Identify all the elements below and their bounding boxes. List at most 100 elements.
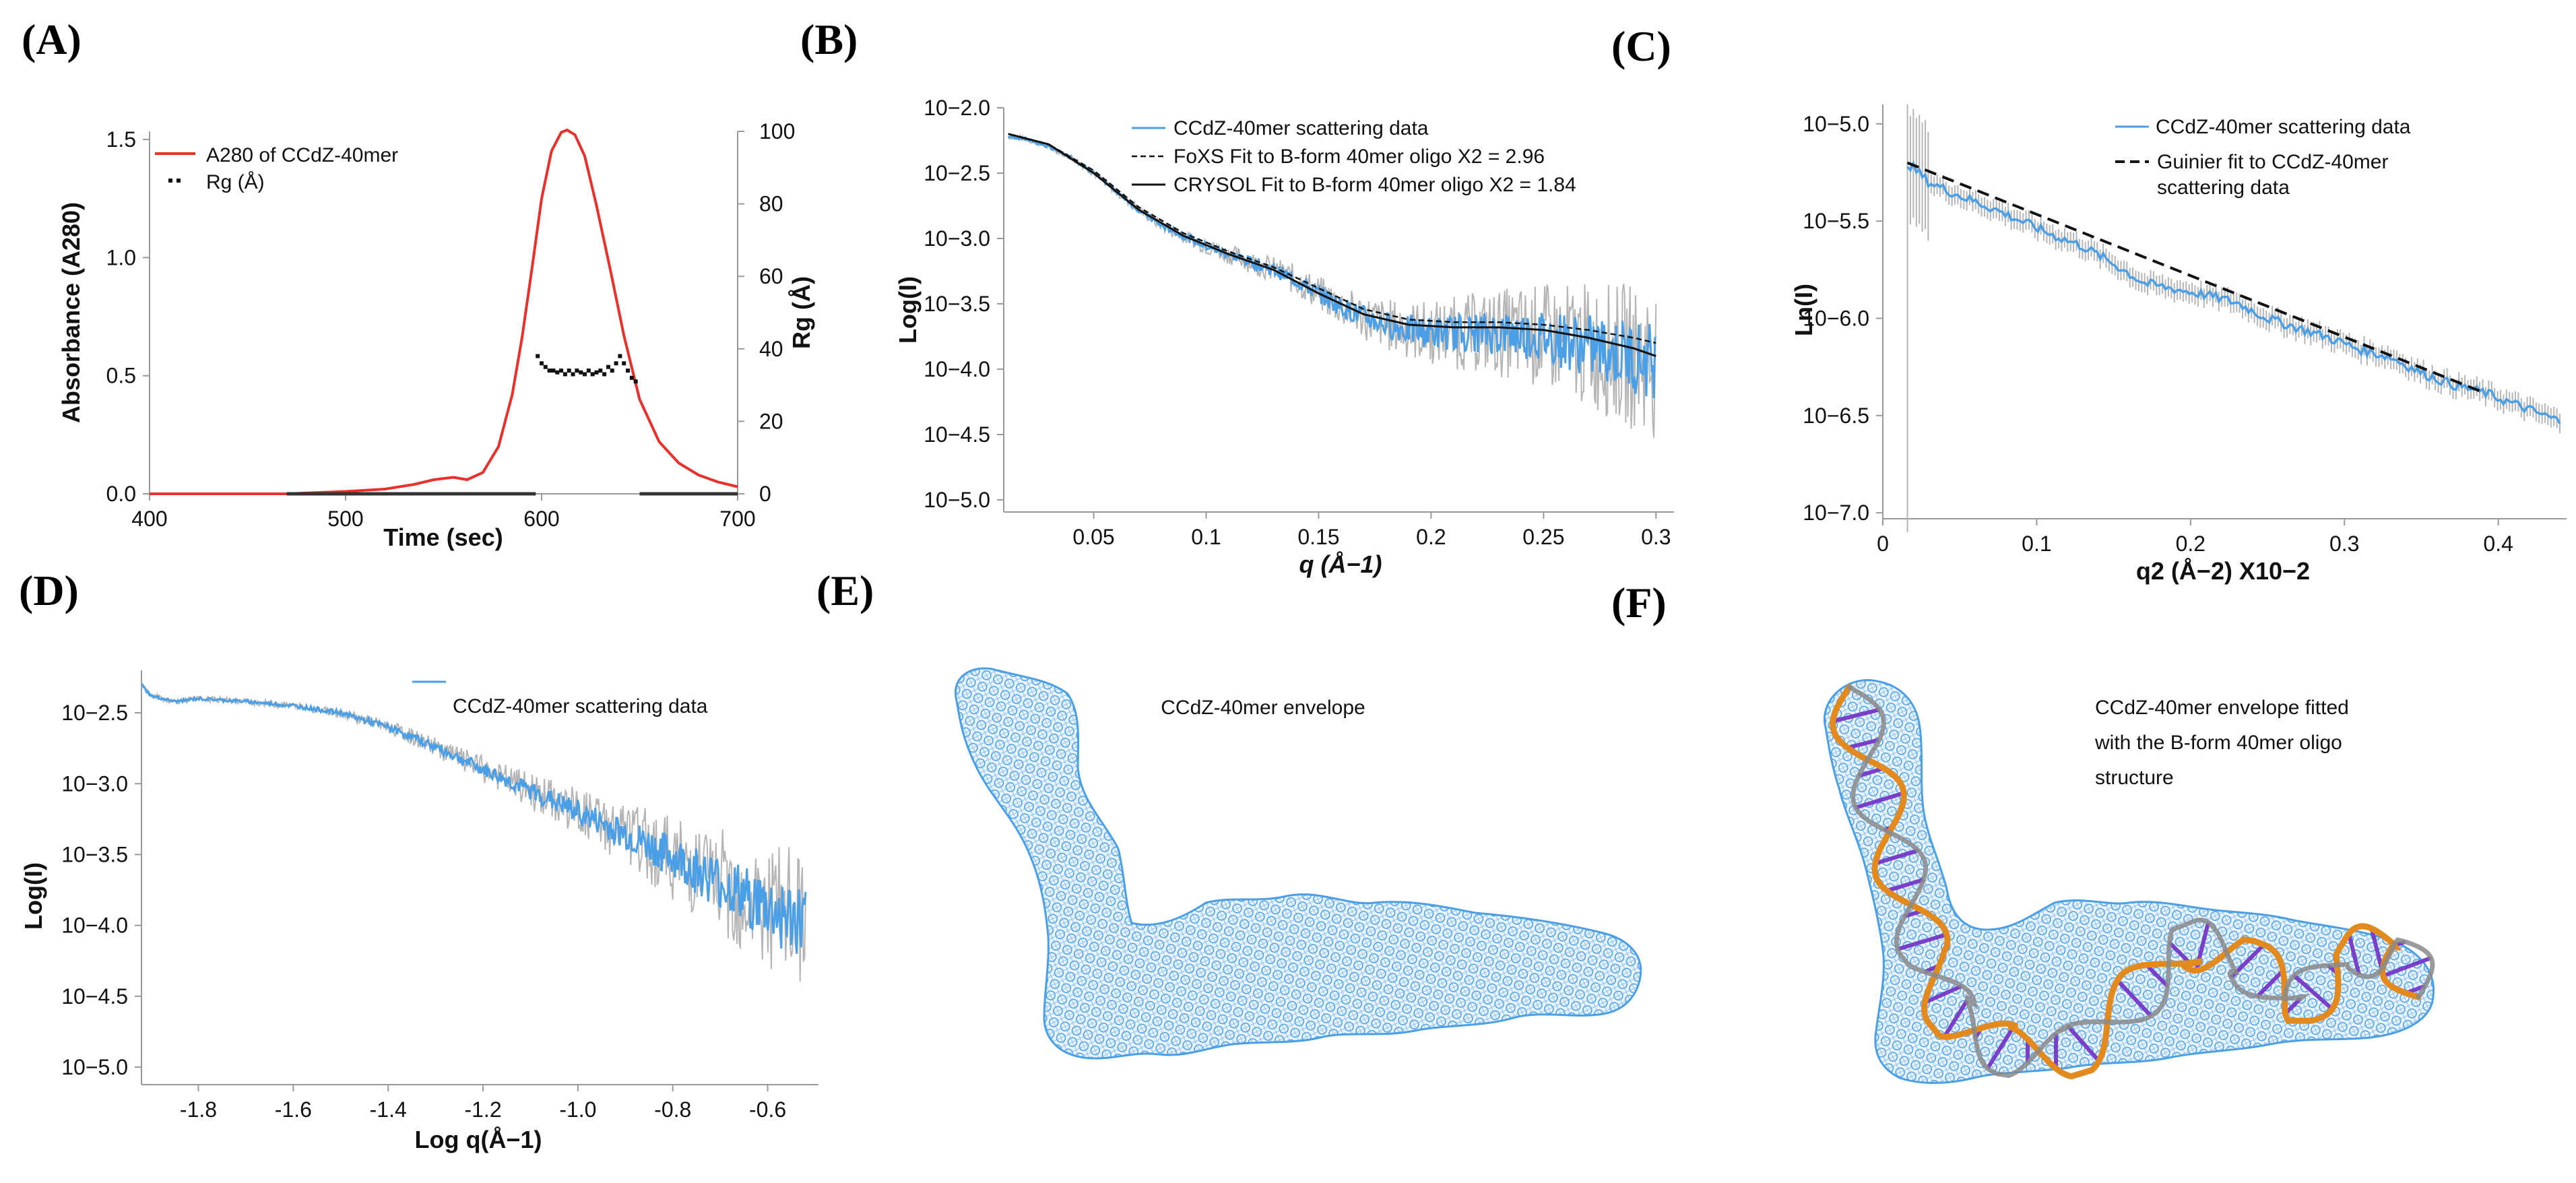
chart-d-legend-data: CCdZ-40mer scattering data — [453, 695, 708, 717]
chart-a-ytick-label: 1.5 — [106, 127, 136, 152]
chart-a-rg-point — [579, 370, 583, 375]
panel-f-base-pair — [1832, 707, 1880, 724]
chart-a-rg-point — [540, 361, 544, 366]
chart-c-ytick-label: 10−5.5 — [1803, 209, 1869, 233]
chart-a-rg-point — [594, 370, 599, 375]
chart-a-rg-point — [622, 361, 626, 366]
chart-b-legend-crysol: CRYSOL Fit to B-form 40mer oligo X2 = 1.… — [1173, 174, 1576, 196]
chart-a-xtick-label: 700 — [719, 507, 755, 531]
panel-f-base-pair — [2145, 963, 2169, 988]
panel-f-base-pair — [2382, 956, 2432, 978]
chart-a-rg-point — [567, 369, 571, 373]
chart-c-ytick-label: 10−5.0 — [1803, 112, 1869, 136]
chart-a-rg-point — [606, 364, 610, 369]
chart-b-ytick-label: 10−2.0 — [924, 96, 990, 120]
chart-d: -1.8 -1.6 -1.4 -1.2 -1.0 -0.8 -0.6 10−2.5 10−3.0… — [20, 670, 818, 1153]
chart-a-rg-point — [575, 369, 579, 373]
chart-a-right-ytick-label: 20 — [759, 409, 783, 433]
panel-f-base-pair — [2168, 941, 2191, 965]
panel-f-base-pair — [1858, 766, 1885, 778]
panel-f-base-pair — [2255, 969, 2285, 998]
panel-f-base-pair — [1886, 877, 1925, 893]
chart-a-series-a280 — [150, 128, 738, 495]
chart-a-right-ytick-label: 0 — [759, 482, 771, 506]
chart-a-rg-point — [590, 372, 595, 377]
chart-a-legend-a280: A280 of CCdZ-40mer — [206, 144, 398, 166]
chart-c-series-guinier — [1906, 161, 2484, 394]
chart-d-xtick-label: -1.4 — [370, 1097, 407, 1122]
chart-c-xlabel: q2 (Å−2) X10−2 — [2136, 557, 2310, 585]
chart-a-rg-point — [626, 369, 631, 373]
chart-b-xtick-label: 0.3 — [1641, 525, 1671, 549]
panel-f-base-pair — [2292, 973, 2334, 1011]
chart-a-rg-point — [633, 379, 638, 384]
chart-b-xtick-label: 0.2 — [1416, 525, 1446, 549]
chart-b-ytick-label: 10−2.5 — [924, 161, 990, 185]
chart-a-rg-point — [555, 370, 560, 375]
panel-f-base-pair — [1924, 984, 1963, 1004]
chart-a-rg-point — [571, 372, 575, 377]
chart-d-xtick-label: -1.6 — [275, 1097, 312, 1122]
chart-a-ytick-label: 0.0 — [106, 482, 136, 506]
chart-a-rg-point — [583, 372, 587, 377]
chart-b: 0.05 0.1 0.15 0.2 0.25 0.3 10−2.0 10−2.5 10−3.0 1… — [894, 96, 1674, 578]
panel-f-base-pair — [1846, 738, 1880, 750]
chart-c-ytick-label: 10−6.5 — [1803, 404, 1869, 428]
chart-a-y2label: Rg (Å) — [787, 276, 815, 349]
chart-a-xtick-label: 500 — [327, 507, 363, 531]
chart-c-series-data — [1906, 160, 2561, 424]
chart-a-rg-point — [559, 369, 564, 373]
chart-a-rg-point — [547, 369, 552, 373]
panel-f-base-pair — [2346, 933, 2361, 976]
chart-d-xtick-label: -1.0 — [559, 1097, 596, 1122]
panel-label-f: (F) — [1611, 579, 1667, 627]
chart-a-rg-point — [551, 369, 556, 373]
chart-a-xtick-label: 400 — [131, 507, 167, 531]
chart-a-legend-rg: Rg (Å) — [206, 171, 265, 193]
chart-a-rg-point — [562, 372, 567, 377]
panel-f-base-pair — [2115, 979, 2153, 1018]
panel-f-caption: CCdZ-40mer envelope fitted with the B-fo… — [2094, 697, 2354, 789]
panel-f-base-pair — [1985, 1024, 2016, 1070]
chart-d-series-error — [141, 685, 806, 982]
chart-a-rg-point — [543, 364, 548, 369]
chart-b-series-crysol — [1008, 133, 1656, 358]
chart-c-xtick-label: 0 — [1877, 532, 1889, 556]
chart-a-xtick-label: 600 — [523, 507, 559, 531]
panel-f-caption-line2: with the B-form 40mer oligo — [2094, 732, 2342, 754]
chart-a: 400 500 600 700 0.0 0.5 1.0 1.5 0 20 40 60 80 100 Tim… — [57, 119, 815, 551]
panel-label-c: (C) — [1611, 22, 1671, 70]
chart-c-ytick-label: 10−7.0 — [1803, 501, 1869, 525]
chart-a-rg-point — [610, 369, 614, 373]
chart-b-xtick-label: 0.1 — [1191, 525, 1221, 549]
panel-f-base-pair — [1874, 848, 1919, 866]
chart-b-legend-foxs: FoXS Fit to B-form 40mer oligo X2 = 2.96 — [1173, 146, 1545, 168]
panel-e-envelope-group — [954, 667, 1642, 1060]
panel-label-b: (B) — [800, 15, 858, 63]
panel-f-caption-line1: CCdZ-40mer envelope fitted — [2095, 697, 2349, 719]
chart-c-legend-guinier: Guinier fit to CCdZ-40mer scattering dat… — [2157, 151, 2394, 199]
chart-d-ytick-label: 10−5.0 — [61, 1055, 128, 1079]
chart-b-xtick-label: 0.05 — [1072, 525, 1114, 549]
chart-c-ylabel: Ln(I) — [1790, 284, 1817, 336]
chart-b-series-foxs — [1008, 133, 1656, 344]
chart-a-right-ytick-label: 80 — [759, 192, 783, 216]
chart-d-xtick-label: -1.2 — [464, 1097, 501, 1122]
panel-f-base-pair — [1855, 791, 1905, 810]
chart-d-ytick-label: 10−2.5 — [61, 701, 128, 725]
chart-a-xlabel: Time (sec) — [383, 523, 503, 551]
chart-c: 0 0.1 0.2 0.3 0.4 10−5.0 10−5.5 10−6.0 10−6.5 10−… — [1790, 104, 2567, 585]
chart-a-ytick-label: 1.0 — [106, 245, 136, 269]
chart-c-legend-guinier-line2: scattering data — [2157, 177, 2290, 199]
panel-label-e: (E) — [816, 567, 874, 614]
chart-b-xtick-label: 0.25 — [1522, 525, 1564, 549]
chart-a-rg-point — [618, 354, 622, 358]
chart-b-ytick-label: 10−5.0 — [924, 488, 990, 512]
chart-a-rg-point — [598, 369, 603, 373]
chart-b-xlabel: q (Å−1) — [1299, 550, 1382, 578]
chart-b-ylabel: Log(I) — [894, 276, 922, 344]
panel-label-d: (D) — [19, 567, 79, 614]
panel-f-base-pair — [1942, 999, 1969, 1038]
panel-e-envelope — [954, 667, 1642, 1060]
chart-d-xtick-label: -0.6 — [749, 1097, 786, 1122]
